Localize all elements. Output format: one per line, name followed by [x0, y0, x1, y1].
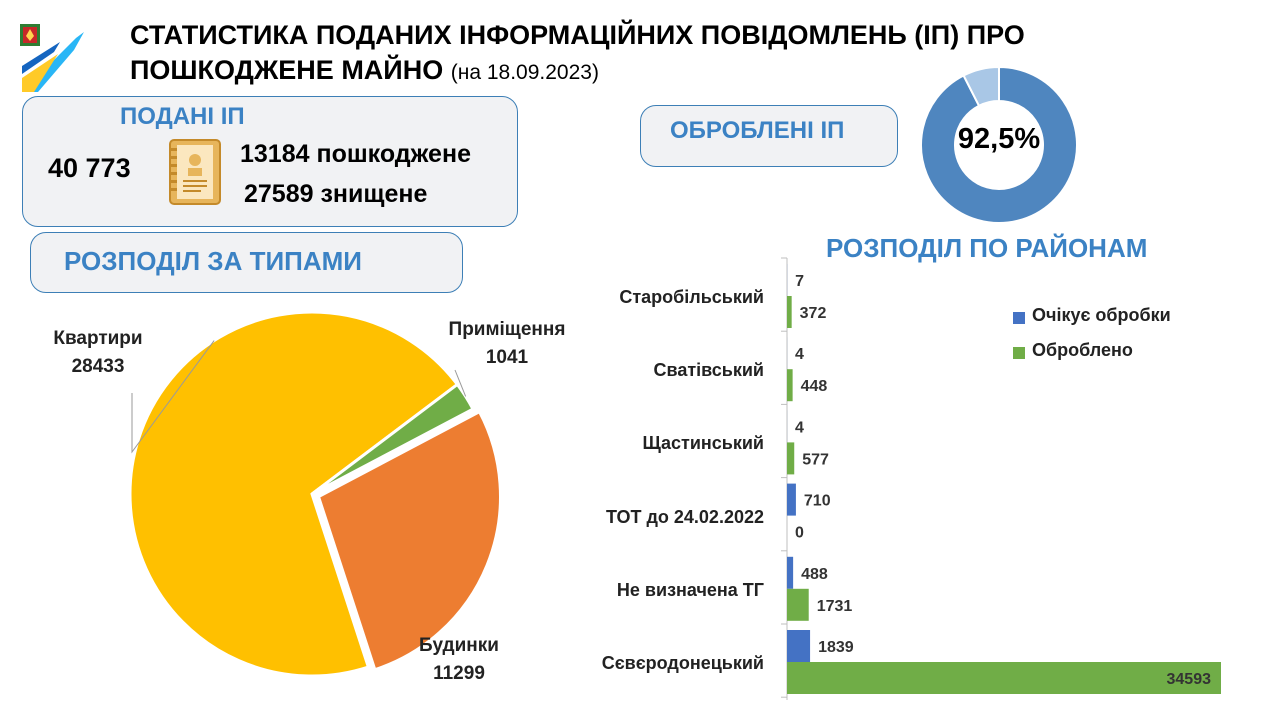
bar-value-pending-0: 7: [795, 273, 804, 290]
pie-leader-apartments: [131, 340, 215, 454]
bar-processed-2: [787, 442, 795, 475]
bar-pending-4: [787, 556, 794, 589]
bar-value-pending-4: 488: [801, 566, 828, 583]
submitted-destroyed: 27589 знищене: [244, 180, 428, 208]
types-header: РОЗПОДІЛ ЗА ТИПАМИ: [64, 246, 362, 276]
legend-swatch-pending: [1013, 312, 1025, 324]
bar-category-tot: ТОТ до 24.02.2022: [605, 507, 764, 527]
bar-value-processed-4: 1731: [817, 598, 853, 615]
bar-category-shchastynskyi: Щастинський: [642, 433, 764, 453]
document-icon: [169, 139, 221, 205]
bar-processed-1: [787, 369, 793, 402]
bar-value-pending-3: 710: [804, 493, 831, 510]
pie-label-apartments-name: Квартири: [53, 328, 143, 349]
submitted-title: ПОДАНІ ІП: [120, 103, 245, 130]
bar-processed-0: [787, 296, 792, 328]
bar-value-pending-1: 4: [795, 346, 804, 363]
bar-value-processed-0: 372: [800, 305, 827, 322]
processed-title: ОБРОБЛЕНІ ІП: [670, 117, 845, 144]
submitted-panel: [22, 96, 518, 227]
bar-value-processed-5: 34593: [1167, 671, 1212, 688]
donut-segment-processed: [920, 65, 1078, 224]
processed-panel: [640, 105, 898, 167]
bar-category-svativskyi: Сватівський: [653, 360, 765, 380]
pie-slice-premises: [311, 382, 476, 496]
pie-label-apartments-value: 28433: [71, 356, 125, 377]
pie-leader-premises: [454, 369, 467, 397]
pie-label-premises-name: Приміщення: [448, 319, 566, 340]
logo-icon: [20, 24, 84, 92]
bar-category-starobilskyi: Старобільський: [619, 287, 764, 307]
pie-slice-houses: [316, 409, 502, 672]
submitted-total: 40 773: [48, 153, 131, 183]
bar-pending-5: [787, 630, 811, 662]
types-header-panel: [30, 232, 463, 293]
donut-segment-remaining: [962, 65, 1000, 108]
bar-value-processed-1: 448: [801, 378, 828, 395]
submitted-damaged: 13184 пошкоджене: [240, 140, 471, 168]
bar-pending-3: [787, 483, 796, 516]
pie-label-houses-name: Будинки: [419, 635, 499, 656]
page-title: СТАТИСТИКА ПОДАНИХ ІНФОРМАЦІЙНИХ ПОВІДОМ…: [130, 18, 1025, 90]
legend-swatch-processed: [1013, 347, 1025, 359]
processed-donut-chart: [920, 65, 1078, 224]
pie-label-houses-value: 11299: [433, 663, 485, 684]
pie-label-apartments: Квартири 28433: [38, 325, 158, 381]
bar-value-processed-2: 577: [802, 451, 829, 468]
pie-slice-apartments: [128, 310, 460, 678]
pie-label-premises: Приміщення 1041: [432, 316, 582, 372]
bar-value-pending-5: 1839: [818, 639, 854, 656]
processed-percent: 92,5%: [957, 123, 1041, 155]
title-line-2: ПОШКОДЖЕНЕ МАЙНО: [130, 55, 444, 85]
types-pie-chart: [128, 310, 502, 678]
legend-label-pending: Очікує обробки: [1032, 305, 1171, 325]
bar-processed-5: [787, 662, 1221, 694]
legend-label-processed: Оброблено: [1032, 340, 1133, 360]
report-date: (на 18.09.2023): [450, 61, 599, 84]
pie-label-houses: Будинки 11299: [404, 632, 514, 688]
districts-header: РОЗПОДІЛ ПО РАЙОНАМ: [826, 233, 1148, 263]
bar-category-sievierodonetskyi: Сєвєродонецький: [601, 653, 764, 673]
bar-value-processed-3: 0: [795, 525, 804, 542]
bar-value-pending-2: 4: [795, 419, 804, 436]
bar-processed-4: [787, 588, 809, 621]
pie-label-premises-value: 1041: [485, 347, 529, 368]
bar-category-undefined-tg: Не визначена ТГ: [616, 580, 764, 600]
title-line-1: СТАТИСТИКА ПОДАНИХ ІНФОРМАЦІЙНИХ ПОВІДОМ…: [130, 20, 1025, 50]
